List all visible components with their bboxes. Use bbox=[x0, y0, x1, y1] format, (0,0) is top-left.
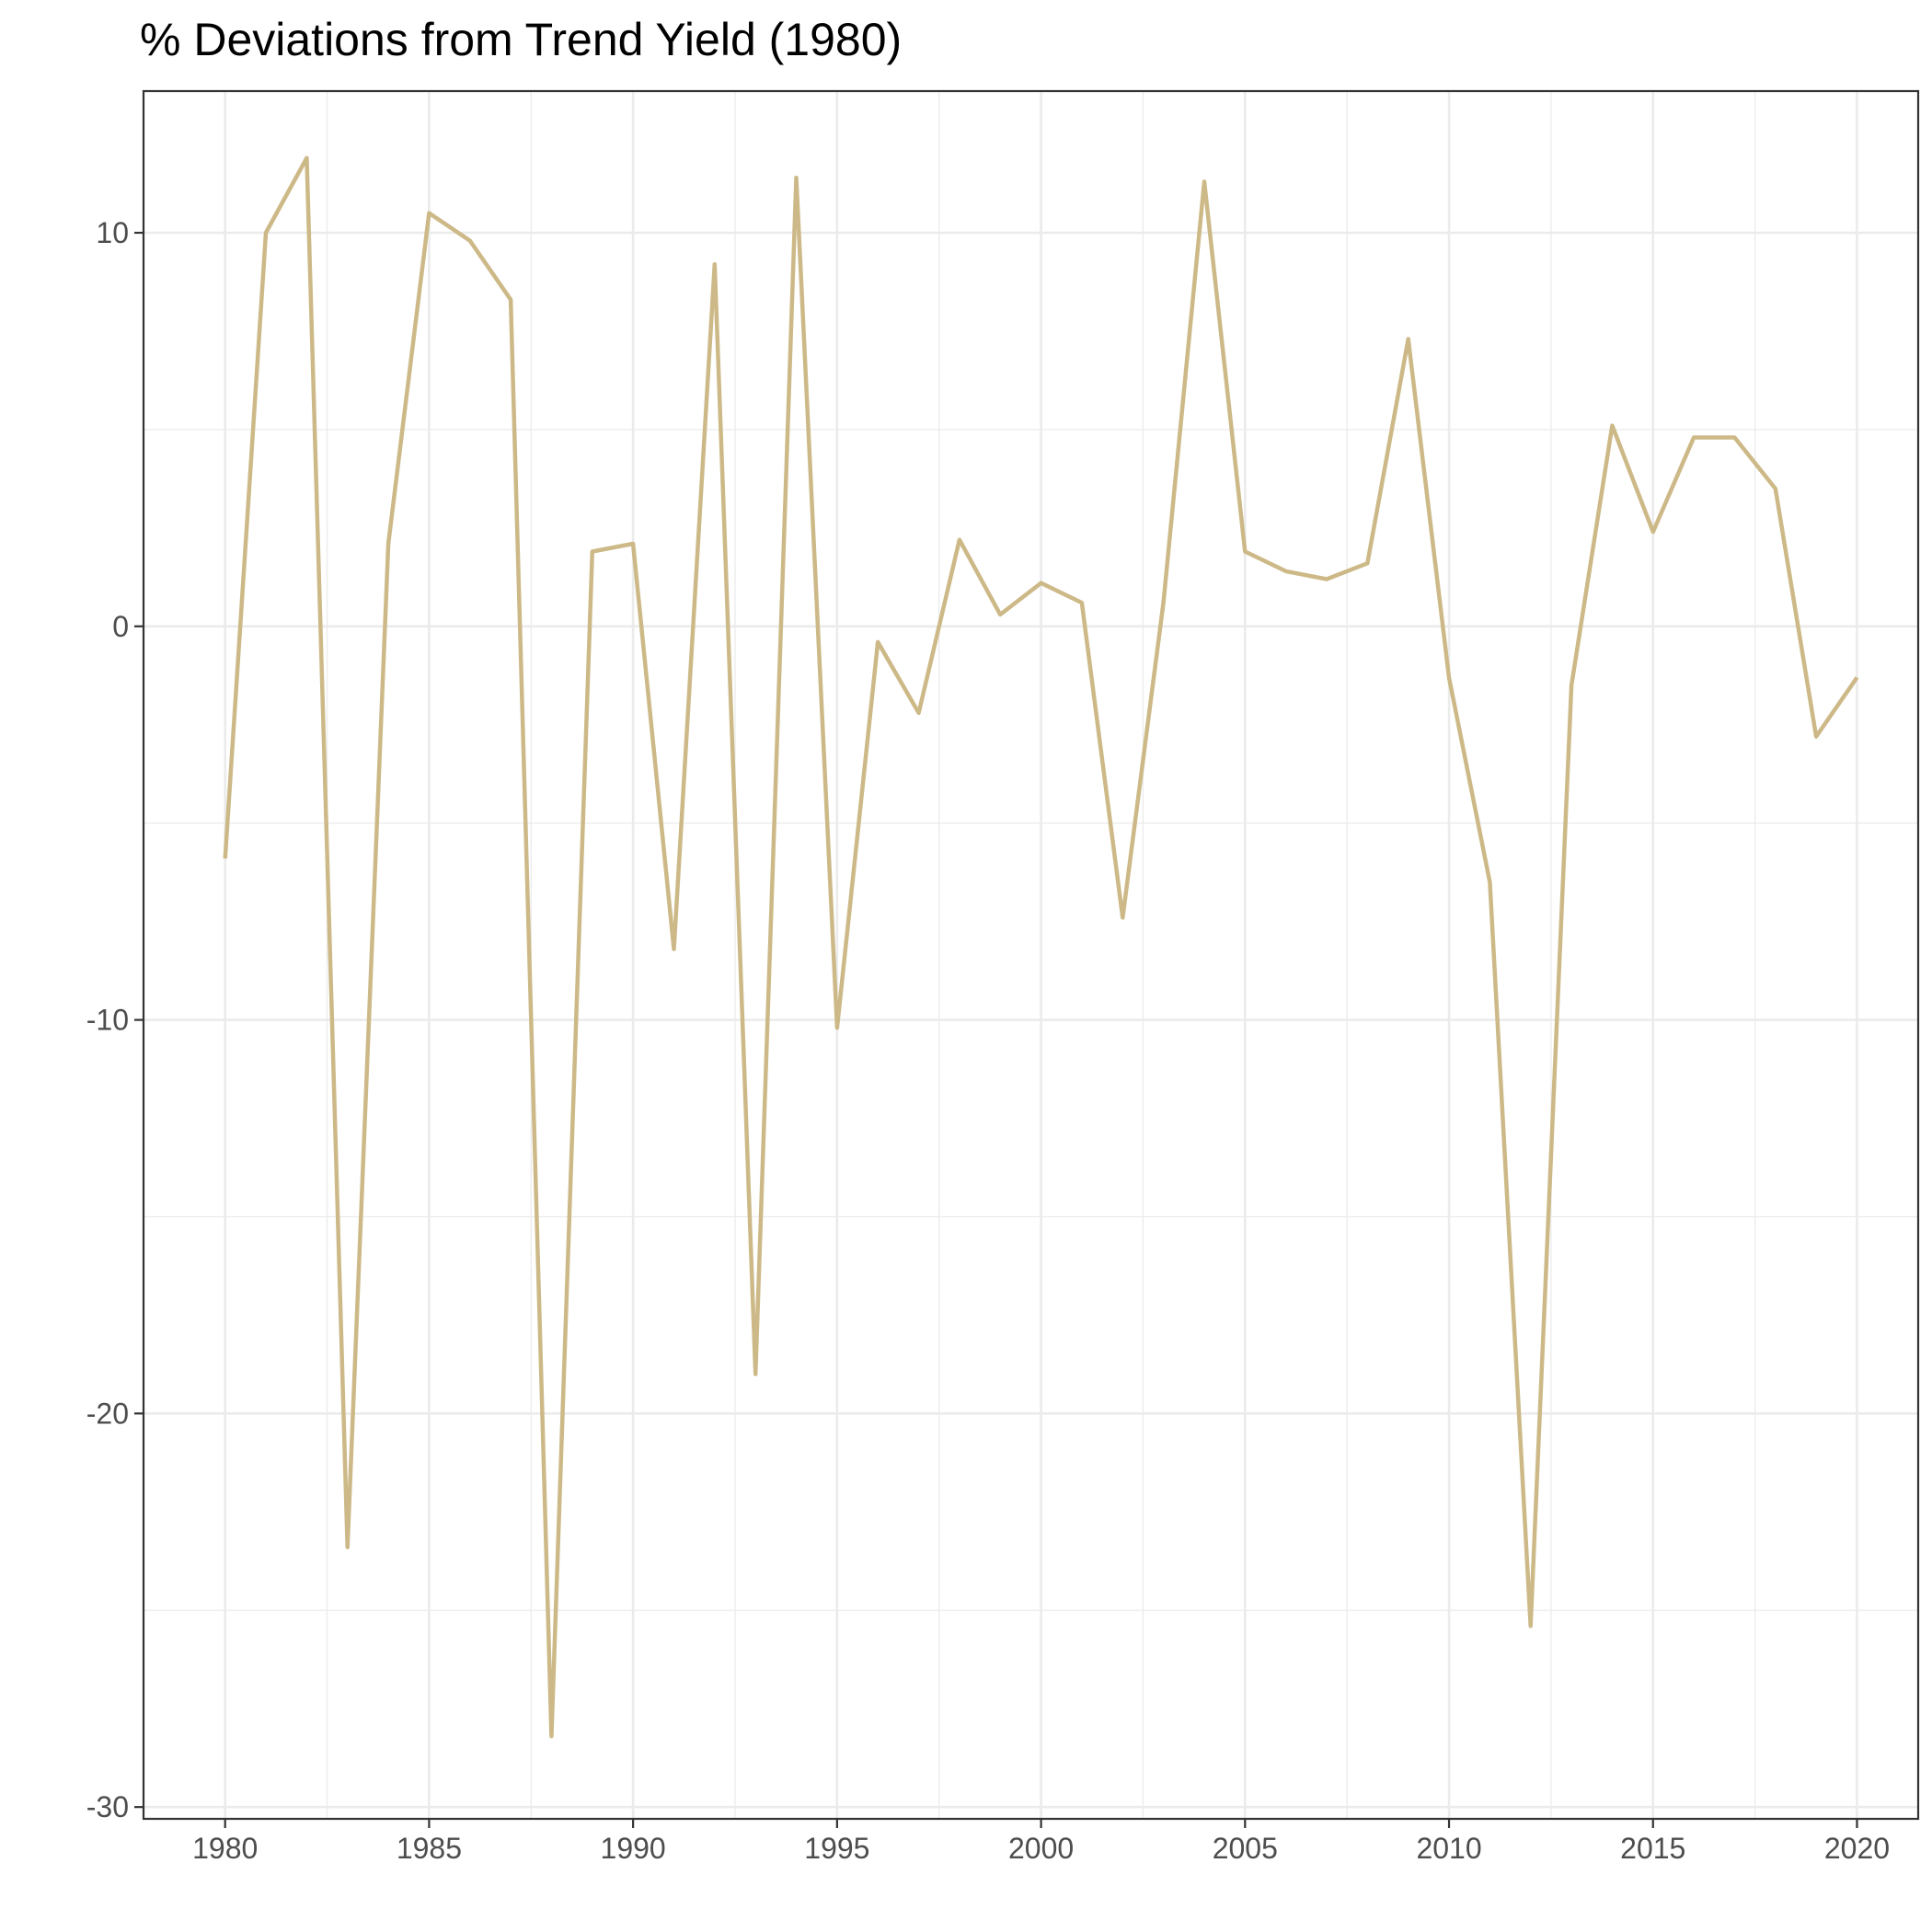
chart-title: % Deviations from Trend Yield (1980) bbox=[140, 14, 903, 65]
data-point bbox=[875, 639, 880, 645]
data-point bbox=[590, 549, 595, 555]
data-point bbox=[1691, 435, 1696, 441]
data-point bbox=[1731, 435, 1737, 441]
y-tick-label: 10 bbox=[96, 216, 129, 249]
y-tick-label: -20 bbox=[86, 1397, 129, 1430]
data-point bbox=[1569, 683, 1574, 688]
data-point bbox=[467, 238, 473, 244]
data-point bbox=[1487, 880, 1492, 885]
series-line bbox=[223, 155, 1859, 1739]
y-axis-tick-labels: -30 -20 -10 0 10 bbox=[86, 216, 129, 1823]
x-tick-label: 2015 bbox=[1620, 1832, 1685, 1865]
data-point bbox=[1855, 674, 1860, 680]
data-point bbox=[345, 1545, 351, 1550]
x-tick-label: 1980 bbox=[192, 1832, 258, 1865]
data-point bbox=[304, 155, 309, 161]
data-point bbox=[1364, 560, 1370, 566]
data-point bbox=[916, 710, 922, 716]
major-gridlines bbox=[144, 91, 1918, 1819]
y-tick-label: -10 bbox=[86, 1004, 129, 1037]
axis-ticks bbox=[134, 231, 1858, 1828]
data-point bbox=[1161, 600, 1167, 605]
data-point bbox=[1079, 600, 1085, 605]
data-point bbox=[1609, 423, 1615, 429]
data-point bbox=[1446, 674, 1452, 680]
data-point bbox=[508, 297, 513, 303]
x-axis-tick-labels: 1980 1985 1990 1995 2000 2005 2010 2015 2020 bbox=[192, 1832, 1890, 1865]
data-point bbox=[957, 537, 962, 543]
data-point bbox=[263, 230, 269, 236]
data-point bbox=[223, 856, 228, 861]
plot-panel-border bbox=[142, 89, 1920, 1821]
data-point bbox=[712, 261, 718, 267]
y-tick-label: 0 bbox=[112, 610, 129, 643]
data-point bbox=[1773, 486, 1778, 491]
x-tick-label: 1995 bbox=[804, 1832, 869, 1865]
data-point bbox=[1120, 914, 1125, 920]
x-tick-label: 1990 bbox=[601, 1832, 666, 1865]
data-point bbox=[1324, 577, 1329, 582]
data-point bbox=[753, 1372, 758, 1377]
y-tick-label: -30 bbox=[86, 1790, 129, 1823]
data-point bbox=[1813, 734, 1819, 740]
data-point bbox=[548, 1733, 554, 1739]
data-point bbox=[1242, 549, 1248, 555]
data-point bbox=[834, 1025, 840, 1030]
x-tick-label: 2005 bbox=[1213, 1832, 1278, 1865]
data-point bbox=[1039, 581, 1044, 586]
data-point bbox=[1528, 1623, 1534, 1628]
data-point bbox=[1283, 569, 1289, 574]
x-tick-label: 2020 bbox=[1824, 1832, 1890, 1865]
data-point bbox=[1202, 178, 1207, 184]
data-point bbox=[385, 541, 391, 546]
data-point bbox=[672, 947, 677, 952]
data-point bbox=[1406, 337, 1411, 342]
data-point bbox=[630, 541, 636, 546]
data-point bbox=[426, 211, 431, 216]
data-point bbox=[997, 612, 1003, 617]
data-point bbox=[794, 175, 799, 180]
x-tick-label: 2010 bbox=[1416, 1832, 1481, 1865]
x-tick-label: 1985 bbox=[397, 1832, 462, 1865]
series-layer bbox=[223, 155, 1860, 1739]
data-point bbox=[1650, 529, 1656, 535]
x-tick-label: 2000 bbox=[1008, 1832, 1074, 1865]
